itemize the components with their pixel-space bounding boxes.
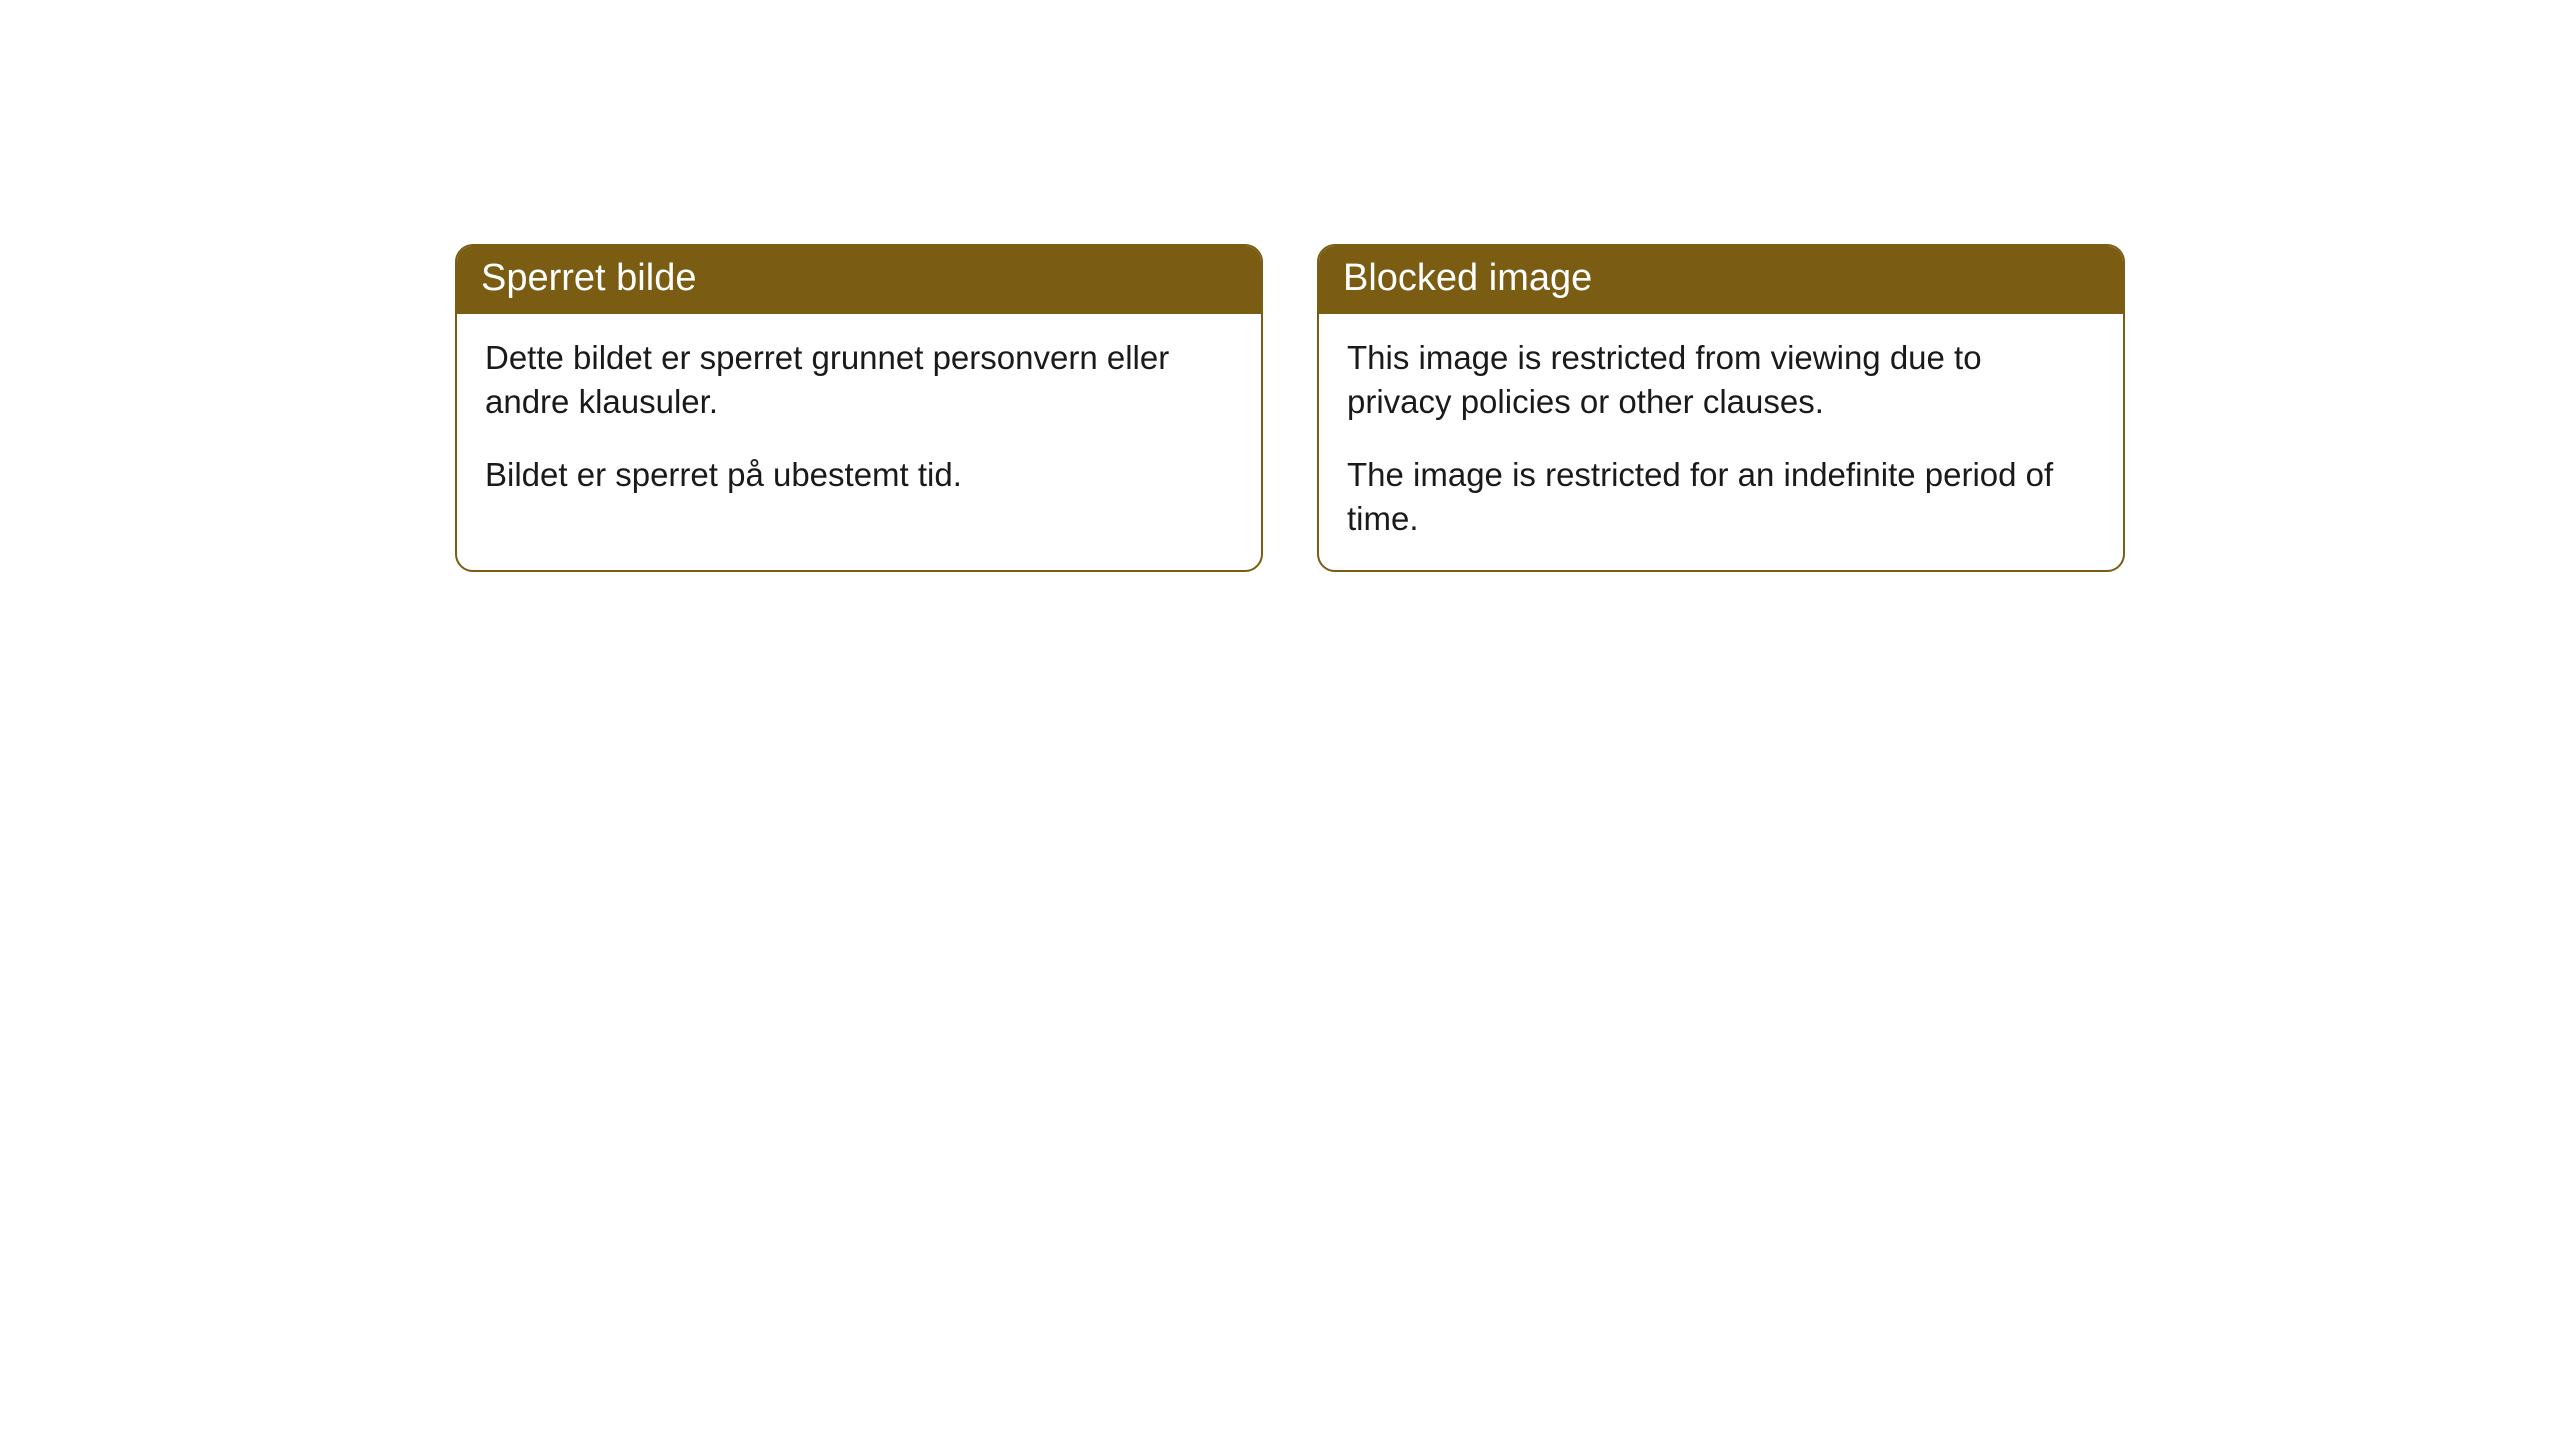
notice-text-line1: Dette bildet er sperret grunnet personve… bbox=[485, 336, 1233, 425]
notice-card-english: Blocked image This image is restricted f… bbox=[1317, 244, 2125, 572]
notice-card-norwegian: Sperret bilde Dette bildet er sperret gr… bbox=[455, 244, 1263, 572]
notice-text-line2: The image is restricted for an indefinit… bbox=[1347, 453, 2095, 542]
card-body: Dette bildet er sperret grunnet personve… bbox=[457, 314, 1261, 526]
notice-text-line1: This image is restricted from viewing du… bbox=[1347, 336, 2095, 425]
notice-text-line2: Bildet er sperret på ubestemt tid. bbox=[485, 453, 1233, 498]
card-header: Blocked image bbox=[1319, 246, 2123, 314]
notice-container: Sperret bilde Dette bildet er sperret gr… bbox=[455, 244, 2560, 572]
card-header: Sperret bilde bbox=[457, 246, 1261, 314]
card-body: This image is restricted from viewing du… bbox=[1319, 314, 2123, 570]
